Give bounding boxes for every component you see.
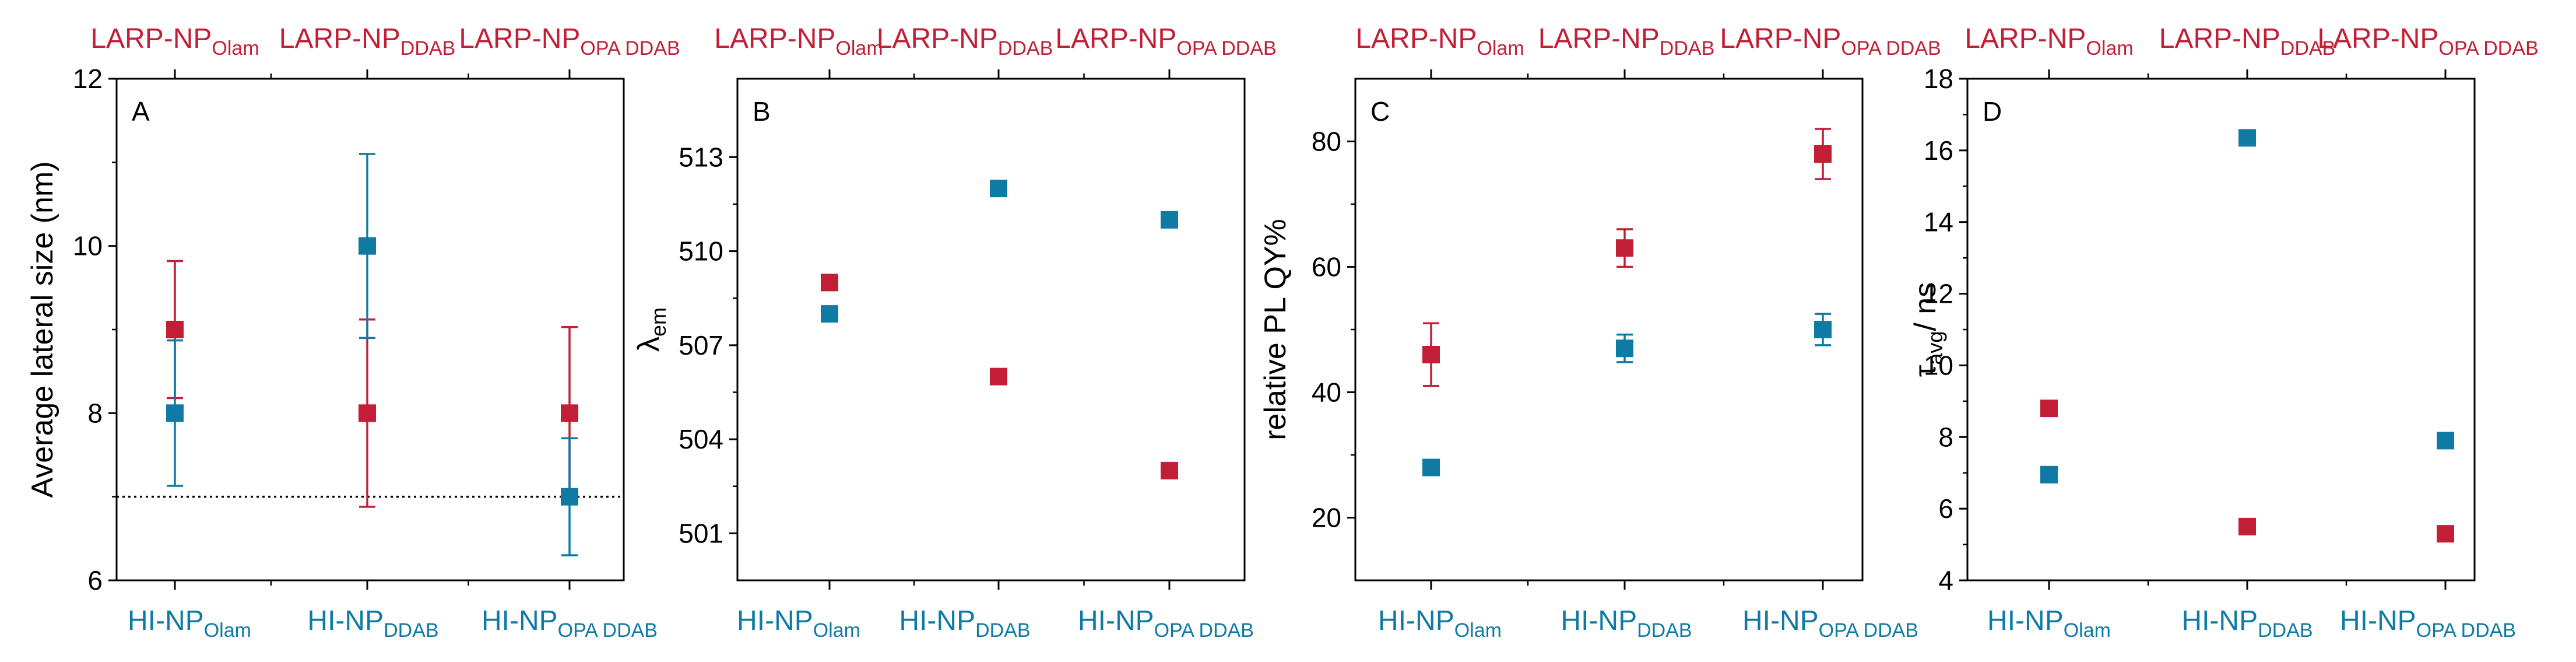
x-bottom-label: HI-NPOlam (737, 605, 860, 642)
series-red (821, 274, 1178, 479)
data-point (561, 404, 578, 422)
panel-d: D 4 6 8 10 12 14 16 18 HI-NPOlam HI-NPDDAB HI-NPOPA… (1909, 23, 2539, 642)
data-point (2040, 465, 2058, 484)
x-top-label: LARP-NPDDAB (877, 23, 1053, 59)
y-tick-label: 513 (679, 142, 723, 172)
y-tick-label: 501 (679, 518, 723, 548)
y-tick-label: 8 (87, 398, 103, 428)
data-point (1161, 211, 1178, 229)
data-point (2238, 129, 2256, 147)
x-bottom-label: HI-NPDDAB (899, 605, 1030, 642)
data-point (166, 404, 184, 422)
panel-letter: B (753, 96, 771, 127)
x-top-label: LARP-NPOlam (714, 23, 883, 59)
data-point (2437, 432, 2454, 450)
x-top-label: LARP-NPOlam (90, 23, 259, 59)
y-tick-label: 16 (1924, 135, 1953, 166)
data-point (1616, 239, 1633, 257)
x-top-label: LARP-NPOlam (1355, 23, 1524, 59)
y-tick-label: 4 (1938, 565, 1953, 596)
data-point (1814, 321, 1832, 338)
y-tick-label: 60 (1312, 252, 1341, 282)
x-bottom-label: HI-NPOlam (1378, 605, 1502, 642)
y-tick-label: 504 (679, 424, 723, 454)
data-point (166, 321, 184, 338)
y-tick-label: 20 (1312, 503, 1341, 533)
x-top-label: LARP-NPDDAB (279, 23, 456, 59)
data-point (990, 180, 1007, 198)
panel-b: B 501 504 507 510 513 HI-NPOlam HI-NPDDAB HI-NPO… (632, 23, 1277, 642)
y-tick-label: 40 (1312, 377, 1341, 408)
data-point (2437, 525, 2454, 543)
data-point (1422, 346, 1440, 363)
series-blue (2040, 129, 2454, 484)
x-bottom-label: HI-NPOlam (1987, 605, 2111, 642)
data-point (561, 488, 578, 506)
data-point (1422, 458, 1440, 477)
data-point (2040, 400, 2058, 418)
x-top-label: LARP-NPDDAB (1538, 23, 1715, 59)
series-red (166, 260, 578, 508)
x-bottom-label: HI-NPDDAB (1561, 605, 1692, 642)
y-tick-label: 507 (679, 330, 723, 360)
data-point (359, 404, 376, 422)
y-tick-label: 80 (1312, 127, 1341, 157)
series-blue (166, 153, 578, 556)
data-point (1814, 145, 1832, 163)
y-tick-label: 510 (679, 236, 723, 267)
panel-c: C 20 40 60 80 HI-NPOlam HI-NPDDAB HI-NPOPA DDAB… (1259, 23, 1941, 642)
series-red (1422, 128, 1832, 387)
x-bottom-label: HI-NPOPA DDAB (2340, 605, 2516, 642)
y-tick-label: 18 (1924, 64, 1953, 94)
data-point (1161, 461, 1178, 479)
y-tick-label: 14 (1924, 207, 1953, 237)
x-bottom-label: HI-NPOPA DDAB (482, 605, 658, 642)
data-point (990, 367, 1007, 386)
y-axis-label: λem (632, 307, 670, 352)
x-bottom-label: HI-NPOPA DDAB (1078, 605, 1254, 642)
series-red (2040, 400, 2454, 543)
x-bottom-label: HI-NPOlam (128, 605, 251, 642)
data-point (821, 274, 838, 292)
data-point (1616, 339, 1633, 358)
plot-frame (1966, 78, 2476, 582)
x-top-label: LARP-NPOPA DDAB (2317, 23, 2538, 59)
x-bottom-label: HI-NPDDAB (2181, 605, 2313, 642)
data-point (2238, 517, 2256, 535)
panel-letter: A (132, 96, 150, 127)
panel-letter: C (1370, 96, 1390, 127)
x-bottom-label: HI-NPOPA DDAB (1742, 605, 1918, 642)
y-axis-label: relative PL QY% (1259, 219, 1292, 440)
y-tick-label: 8 (1938, 422, 1953, 452)
x-bottom-label: HI-NPDDAB (307, 605, 438, 642)
x-top-label: LARP-NPDDAB (2159, 23, 2336, 59)
plot-frame (736, 78, 1246, 582)
x-top-label: LARP-NPOPA DDAB (1720, 23, 1941, 59)
series-blue (821, 180, 1178, 323)
series-blue (1422, 313, 1832, 477)
x-top-label: LARP-NPOlam (1964, 23, 2133, 59)
panel-a: A 6 8 10 12 HI-NPOlam HI-NPDDAB HI-NPOPA DDAB LA… (26, 23, 680, 642)
y-axis-label: Average lateral size (nm) (26, 161, 59, 498)
y-tick-label: 6 (87, 565, 103, 596)
panel-letter: D (1983, 96, 2002, 127)
y-axis-label: τavg/ ns (1909, 282, 1947, 377)
x-top-label: LARP-NPOPA DDAB (459, 23, 680, 59)
y-tick-label: 12 (73, 64, 103, 94)
data-point (821, 305, 838, 323)
y-tick-label: 12 (1924, 279, 1953, 309)
data-point (359, 237, 376, 255)
y-tick-label: 6 (1938, 493, 1953, 524)
y-tick-label: 10 (1924, 350, 1953, 380)
y-tick-label: 10 (73, 231, 103, 261)
x-top-label: LARP-NPOPA DDAB (1055, 23, 1276, 59)
